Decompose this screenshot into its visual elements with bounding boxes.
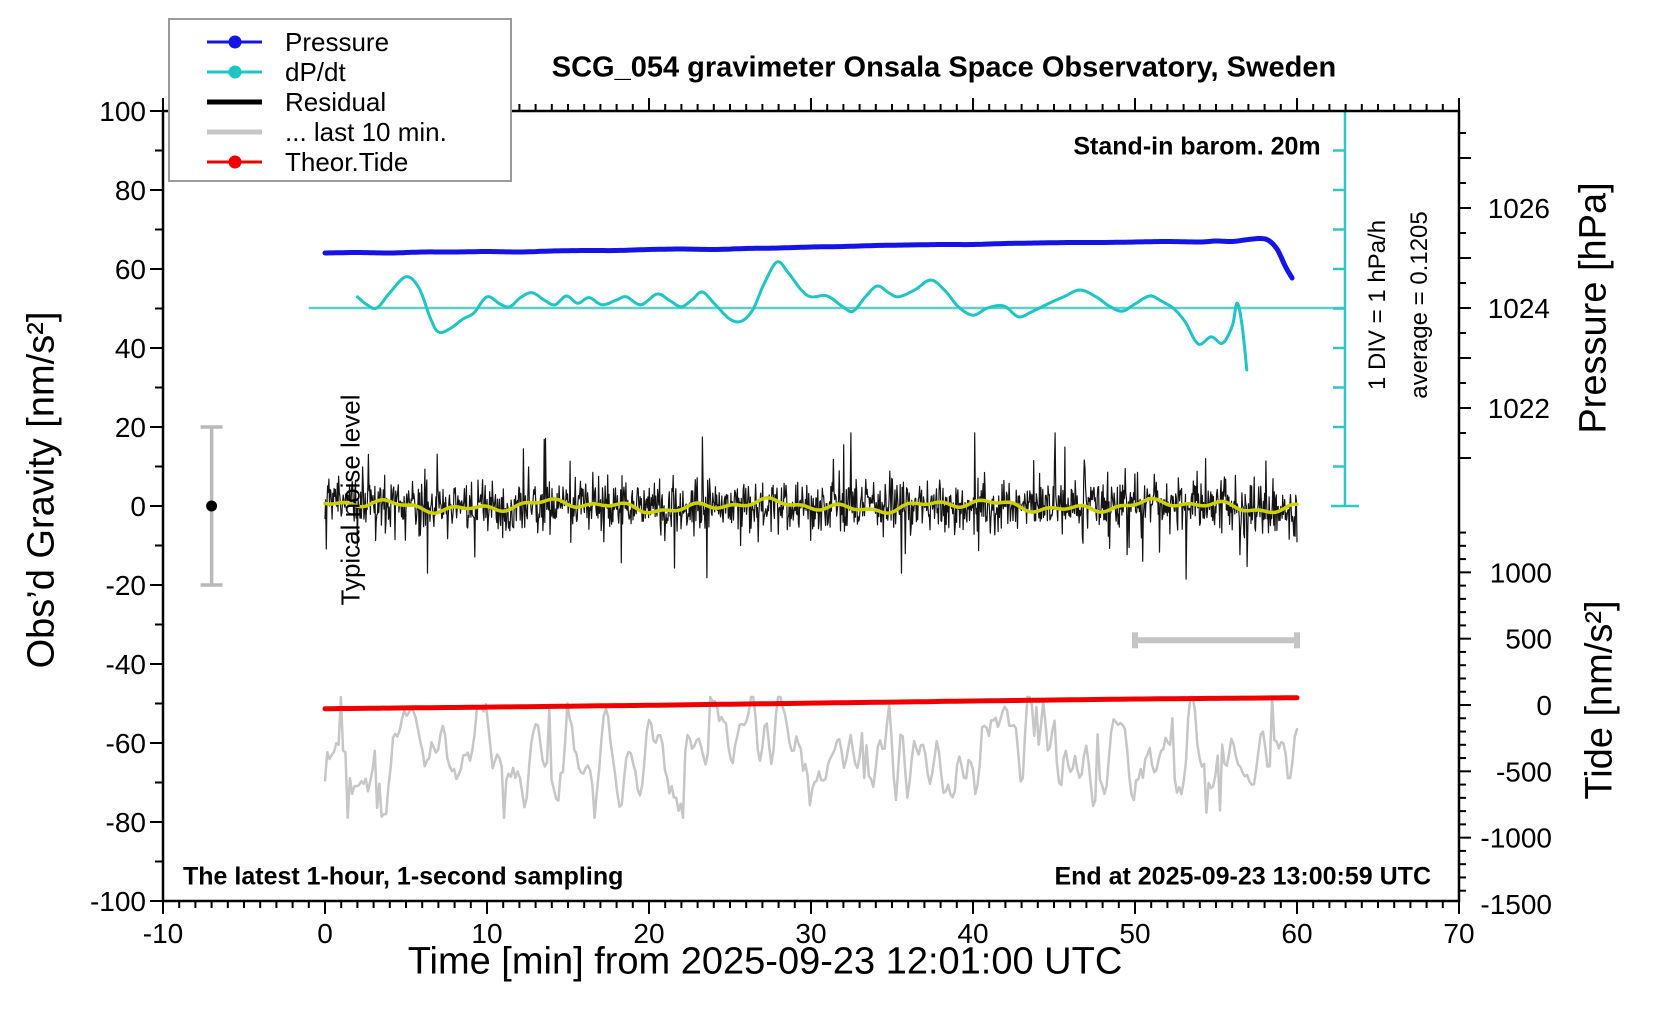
last10-line-icon (207, 125, 262, 139)
svg-text:20: 20 (115, 412, 146, 443)
svg-text:1024: 1024 (1488, 293, 1550, 324)
svg-text:-40: -40 (106, 649, 146, 680)
pressure-line-icon (207, 35, 262, 49)
y-axis-title-tide: Tide [nm/s²] (1578, 600, 1621, 800)
legend-item-theortide: Theor.Tide (170, 147, 510, 177)
svg-text:0: 0 (1536, 690, 1552, 721)
series-theor-tide (322, 695, 1300, 712)
svg-text:80: 80 (115, 175, 146, 206)
svg-text:-1000: -1000 (1480, 823, 1552, 854)
legend-label: ... last 10 min. (285, 116, 447, 147)
series-residual (324, 432, 1298, 580)
last10-span-bar (1132, 632, 1300, 649)
svg-text:1022: 1022 (1488, 393, 1550, 424)
svg-text:10: 10 (471, 918, 502, 949)
svg-text:30: 30 (795, 918, 826, 949)
legend-label: dP/dt (285, 56, 346, 87)
y-axis-title-gravity: Obs’d Gravity [nm/s²] (20, 311, 63, 669)
svg-text:1026: 1026 (1488, 193, 1550, 224)
sampling-note: The latest 1-hour, 1-second sampling (183, 862, 624, 891)
svg-text:40: 40 (115, 333, 146, 364)
svg-text:-1500: -1500 (1480, 889, 1552, 920)
page-title: SCG_054 gravimeter Onsala Space Observat… (551, 51, 1337, 84)
svg-text:60: 60 (115, 254, 146, 285)
dpdt-div-note: 1 DIV = 1 hPa/h (1364, 219, 1391, 391)
legend-item-last10: ... last 10 min. (170, 117, 510, 147)
svg-text:100: 100 (99, 96, 146, 127)
svg-text:60: 60 (1281, 918, 1312, 949)
legend-item-residual: Residual (170, 87, 510, 117)
legend-item-pressure: Pressure (170, 27, 510, 57)
series-dp-dt (355, 260, 1249, 372)
svg-text:40: 40 (957, 918, 988, 949)
legend-label: Residual (285, 86, 387, 117)
theortide-line-icon (207, 155, 262, 169)
residual-line-icon (207, 95, 262, 109)
legend-label: Pressure (285, 26, 390, 57)
series--last-10-min- (323, 695, 1299, 820)
legend-label: Theor.Tide (285, 146, 409, 177)
legend-item-dpdt: dP/dt (170, 57, 510, 87)
svg-text:-60: -60 (106, 728, 146, 759)
svg-text:20: 20 (633, 918, 664, 949)
dpdt-scale-ruler (1331, 111, 1359, 508)
svg-text:-80: -80 (106, 807, 146, 838)
dpdt-line-icon (207, 65, 262, 79)
series-pressure (322, 236, 1295, 281)
svg-text:0: 0 (317, 918, 333, 949)
plot-frame (161, 109, 1461, 903)
svg-text:-100: -100 (90, 886, 146, 917)
svg-text:70: 70 (1443, 918, 1474, 949)
standin-barometer-note: Stand-in barom. 20m (1073, 132, 1321, 161)
typical-noise-label: Typical noise level (335, 394, 366, 606)
svg-text:0: 0 (130, 491, 146, 522)
typical-noise-errorbar (200, 425, 223, 587)
svg-text:-500: -500 (1496, 756, 1552, 787)
end-time-note: End at 2025-09-23 13:00:59 UTC (1054, 862, 1431, 891)
series-residual-smoothed (323, 496, 1299, 515)
svg-text:50: 50 (1119, 918, 1150, 949)
svg-text:1000: 1000 (1490, 557, 1552, 588)
dpdt-average-note: average = 0.1205 (1406, 211, 1433, 399)
svg-text:-10: -10 (143, 918, 183, 949)
y-axis-title-pressure: Pressure [hPa] (1572, 182, 1615, 434)
svg-text:500: 500 (1505, 624, 1552, 655)
x-axis-title: Time [min] from 2025-09-23 12:01:00 UTC (407, 940, 1123, 983)
svg-text:-20: -20 (106, 570, 146, 601)
legend: Pressure dP/dt Residual ... last 10 min.… (168, 18, 512, 182)
